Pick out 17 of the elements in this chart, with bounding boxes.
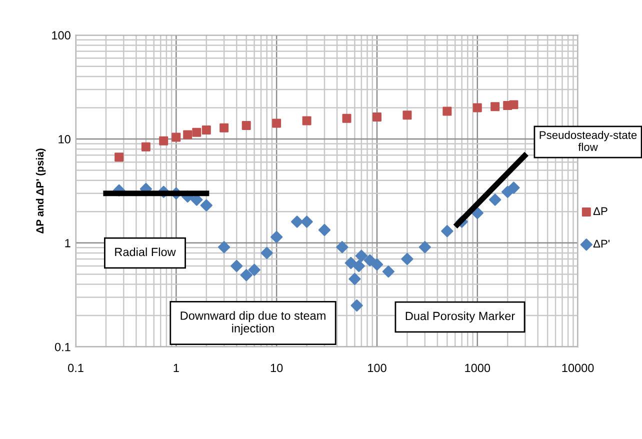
- annotation: Downward dip due to steam injection: [180, 311, 326, 335]
- x-tick-label: 100: [368, 364, 386, 372]
- annotation: Dual Porosity Marker: [406, 311, 515, 323]
- y-tick-label: 100: [52, 31, 70, 40]
- x-tick-label: 10: [270, 364, 283, 372]
- legend-label: ΔP': [593, 240, 610, 248]
- x-tick-label: 10000: [562, 364, 594, 372]
- annotation: Pseudosteady-state flow: [540, 130, 637, 151]
- y-tick-label: 10: [58, 135, 70, 144]
- y-tick-label: 1: [65, 239, 70, 248]
- annotation: Radial Flow: [115, 247, 176, 256]
- legend-label: ΔP: [593, 207, 608, 215]
- x-tick-label: 1000: [465, 364, 490, 372]
- x-tick-label: 0.1: [68, 364, 84, 372]
- y-tick-label: 0.1: [54, 342, 70, 352]
- x-tick-label: 1: [174, 364, 179, 372]
- y-axis-title: ΔP and ΔP' (psia): [36, 148, 46, 234]
